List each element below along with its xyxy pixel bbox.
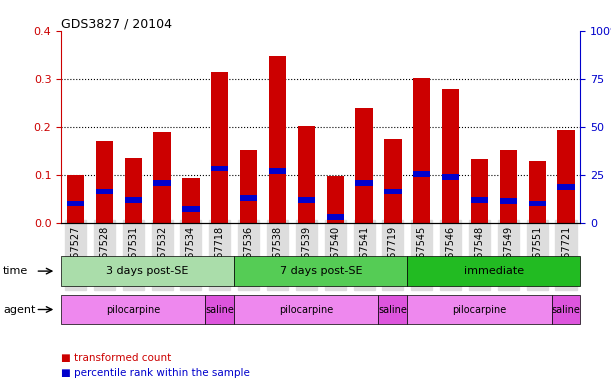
Bar bbox=[67, 201, 84, 207]
Bar bbox=[413, 78, 430, 223]
Bar bbox=[529, 161, 546, 223]
Bar bbox=[153, 180, 170, 186]
Bar bbox=[67, 175, 84, 223]
Bar bbox=[442, 174, 459, 180]
Bar bbox=[96, 141, 113, 223]
Bar bbox=[500, 150, 517, 223]
Text: 7 days post-SE: 7 days post-SE bbox=[279, 266, 362, 276]
Text: saline: saline bbox=[552, 305, 580, 314]
Bar bbox=[384, 139, 401, 223]
Bar bbox=[500, 198, 517, 204]
Bar bbox=[384, 189, 401, 194]
Bar bbox=[471, 197, 488, 203]
Text: pilocarpine: pilocarpine bbox=[452, 305, 507, 314]
Bar bbox=[557, 184, 575, 190]
Bar bbox=[356, 109, 373, 223]
Bar bbox=[182, 178, 200, 223]
Text: saline: saline bbox=[378, 305, 408, 314]
Bar bbox=[211, 71, 229, 223]
Bar bbox=[211, 166, 229, 171]
Text: pilocarpine: pilocarpine bbox=[279, 305, 334, 314]
Bar bbox=[125, 197, 142, 203]
Text: agent: agent bbox=[3, 305, 35, 314]
Text: ■ transformed count: ■ transformed count bbox=[61, 353, 171, 363]
Text: saline: saline bbox=[205, 305, 234, 314]
Bar bbox=[298, 126, 315, 223]
Bar bbox=[269, 168, 286, 174]
Bar bbox=[442, 89, 459, 223]
Text: 3 days post-SE: 3 days post-SE bbox=[106, 266, 189, 276]
Bar bbox=[153, 132, 170, 223]
Bar bbox=[529, 201, 546, 207]
Bar bbox=[326, 176, 344, 223]
Text: pilocarpine: pilocarpine bbox=[106, 305, 160, 314]
Bar bbox=[326, 214, 344, 220]
Bar bbox=[240, 195, 257, 200]
Bar bbox=[471, 159, 488, 223]
Bar bbox=[557, 130, 575, 223]
Bar bbox=[125, 158, 142, 223]
Bar bbox=[413, 171, 430, 177]
Bar bbox=[96, 189, 113, 194]
Text: ■ percentile rank within the sample: ■ percentile rank within the sample bbox=[61, 368, 250, 378]
Bar bbox=[269, 56, 286, 223]
Text: time: time bbox=[3, 266, 28, 276]
Bar bbox=[182, 207, 200, 212]
Text: GDS3827 / 20104: GDS3827 / 20104 bbox=[61, 17, 172, 30]
Bar bbox=[356, 180, 373, 186]
Bar bbox=[240, 150, 257, 223]
Text: immediate: immediate bbox=[464, 266, 524, 276]
Bar bbox=[298, 197, 315, 203]
